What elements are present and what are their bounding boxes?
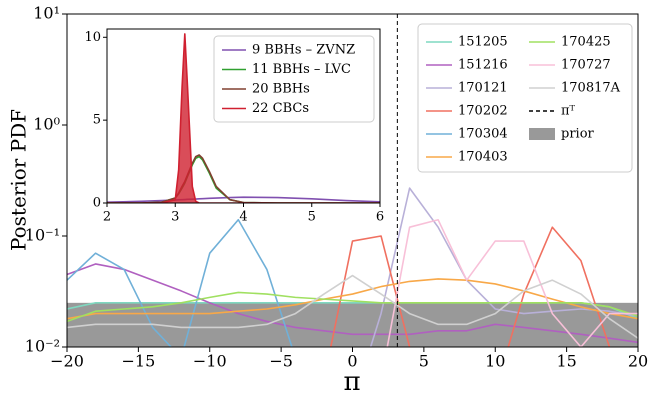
legend-label: prior (561, 127, 595, 142)
legend-swatch (529, 128, 555, 140)
series-line (67, 274, 638, 339)
legend-label: 170727 (561, 58, 611, 73)
series-line (386, 218, 638, 347)
inset: 2 3 4 5 6 0 5 10 9 BBHs – ZVNZ 11 BBHs – LVC 20 BB… (84, 28, 384, 225)
inset-legend-label: 22 CBCs (252, 101, 309, 116)
series-line (67, 218, 293, 347)
y-tick-label: 10⁻² (25, 337, 60, 356)
legend-label: 170121 (458, 81, 508, 96)
inset-x-tick-label: 4 (239, 210, 247, 225)
x-tick-label: −5 (269, 352, 293, 371)
y-tick-label: 10⁻¹ (25, 226, 60, 245)
inset-x-tick-label: 2 (103, 210, 111, 225)
inset-legend-label: 20 BBHs (252, 82, 310, 97)
series-line (369, 187, 638, 347)
inset-y-tick-label: 10 (84, 30, 101, 45)
legend-label: 151216 (458, 58, 508, 73)
inset-legend-label: 11 BBHs – LVC (252, 62, 351, 77)
x-tick-label: 5 (419, 352, 429, 371)
x-tick-label: 0 (347, 352, 357, 371)
legend-label: 170817A (561, 81, 621, 96)
legend-label: πᵀ (561, 104, 576, 119)
legend-box (417, 23, 633, 173)
inset-legend-box (213, 35, 375, 123)
series-line (107, 33, 380, 203)
series-line (67, 263, 638, 344)
inset-x-tick-label: 6 (376, 210, 384, 225)
legends: 151205 151216 170121 170202 170304 170403 1704… (417, 23, 633, 173)
legend-label: 170403 (458, 150, 508, 165)
legend-label: 151205 (458, 35, 508, 50)
series-line (67, 291, 638, 323)
x-tick-label: 10 (485, 352, 505, 371)
legend-label: 170425 (561, 35, 611, 50)
y-axis-label: Posterior PDF (7, 109, 31, 251)
inset-x-tick-label: 3 (171, 210, 179, 225)
inset-legend-label: 9 BBHs – ZVNZ (252, 43, 355, 58)
legend-label: 170304 (458, 127, 508, 142)
y-tick-label: 10¹ (33, 4, 60, 23)
x-tick-label: −15 (121, 352, 155, 371)
x-axis-label: π (343, 367, 360, 397)
series-line (67, 278, 638, 320)
plot-area (67, 187, 638, 347)
legend-label: 170202 (458, 104, 508, 119)
x-tick-label: −20 (50, 352, 84, 371)
inset-y-tick-label: 5 (93, 113, 101, 128)
inset-y-tick-label: 0 (93, 196, 101, 211)
x-tick-label: 20 (628, 352, 648, 371)
y-tick-label: 10⁰ (33, 115, 60, 134)
x-tick-label: 15 (556, 352, 576, 371)
inset-x-tick-label: 5 (308, 210, 316, 225)
x-tick-label: −10 (193, 352, 227, 371)
series-line (329, 226, 611, 347)
